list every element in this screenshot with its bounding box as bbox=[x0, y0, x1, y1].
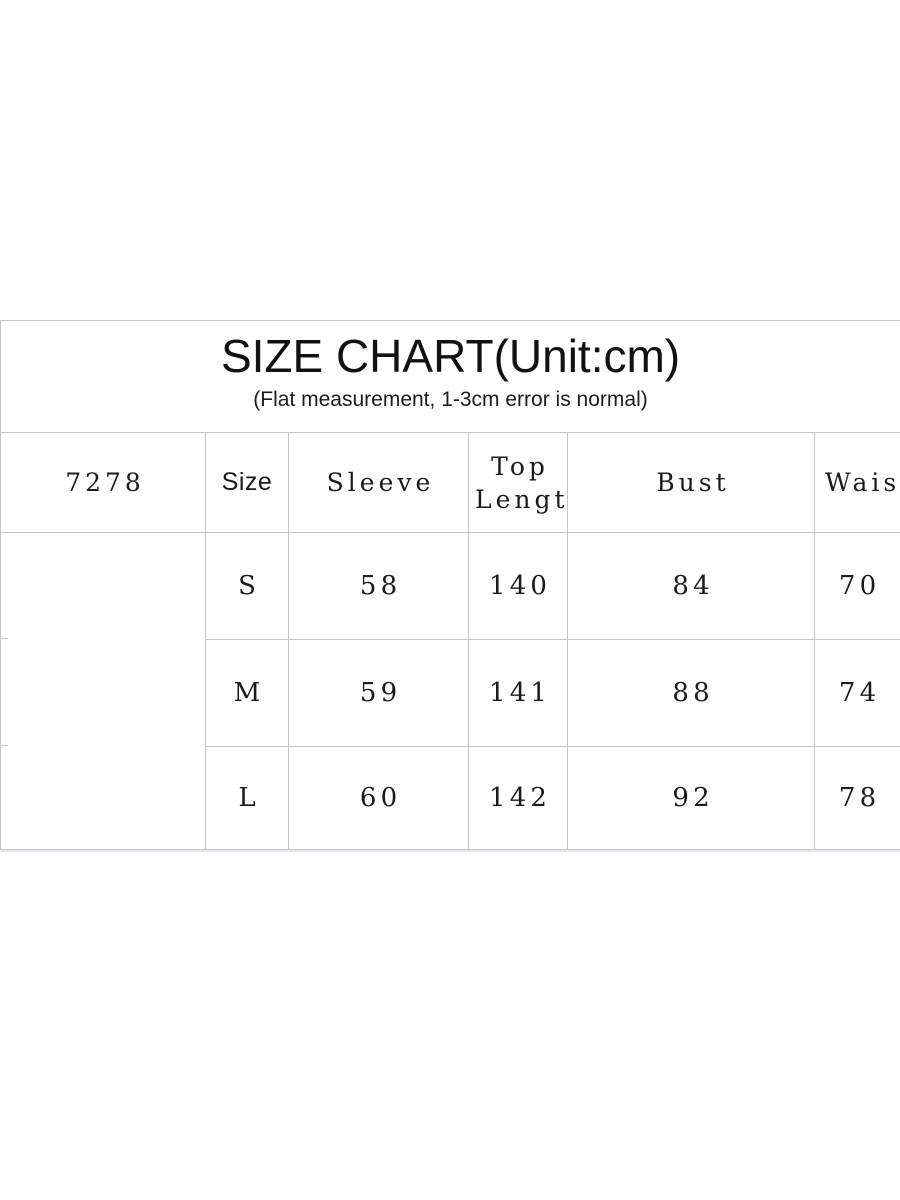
product-code: 7278 bbox=[0, 432, 206, 533]
bust-value: 92 bbox=[567, 746, 815, 850]
sleeve-value: 58 bbox=[288, 532, 469, 640]
table-row-l: L 60 142 92 78 bbox=[1, 746, 900, 850]
header-row: 7278 Size Sleeve Top Length Bust Waist bbox=[0, 432, 900, 533]
column-header-sleeve: Sleeve bbox=[288, 432, 469, 533]
column-header-bust: Bust bbox=[567, 432, 815, 533]
size-label: M bbox=[205, 639, 289, 747]
top-length-value: 140 bbox=[468, 532, 568, 640]
sleeve-value: 60 bbox=[288, 746, 469, 850]
bust-value: 88 bbox=[567, 639, 815, 747]
waist-value: 74 bbox=[813, 639, 900, 747]
left-edge-tick bbox=[0, 745, 8, 746]
size-label: S bbox=[205, 532, 289, 640]
sleeve-value: 59 bbox=[288, 639, 469, 747]
waist-value: 78 bbox=[813, 746, 900, 850]
title-row: SIZE CHART(Unit:cm) (Flat measurement, 1… bbox=[0, 320, 900, 433]
table-row-s: S 58 140 84 70 bbox=[0, 532, 900, 850]
top-length-value: 142 bbox=[468, 746, 568, 850]
merged-blank-cell bbox=[0, 532, 206, 850]
column-header-waist: Waist bbox=[813, 432, 900, 533]
table-row-m: M 59 141 88 74 bbox=[1, 639, 900, 747]
title-cell: SIZE CHART(Unit:cm) (Flat measurement, 1… bbox=[0, 320, 900, 433]
size-chart-table: SIZE CHART(Unit:cm) (Flat measurement, 1… bbox=[0, 320, 900, 850]
column-header-size: Size bbox=[205, 432, 289, 533]
left-edge-tick bbox=[0, 638, 8, 639]
top-length-value: 141 bbox=[468, 639, 568, 747]
column-header-top-length: Top Length bbox=[468, 432, 568, 533]
page-title: SIZE CHART(Unit:cm) bbox=[220, 329, 681, 382]
bust-value: 84 bbox=[567, 532, 815, 640]
size-label: L bbox=[205, 746, 289, 850]
page-subtitle: (Flat measurement, 1-3cm error is normal… bbox=[253, 388, 648, 412]
waist-value: 70 bbox=[813, 532, 900, 640]
